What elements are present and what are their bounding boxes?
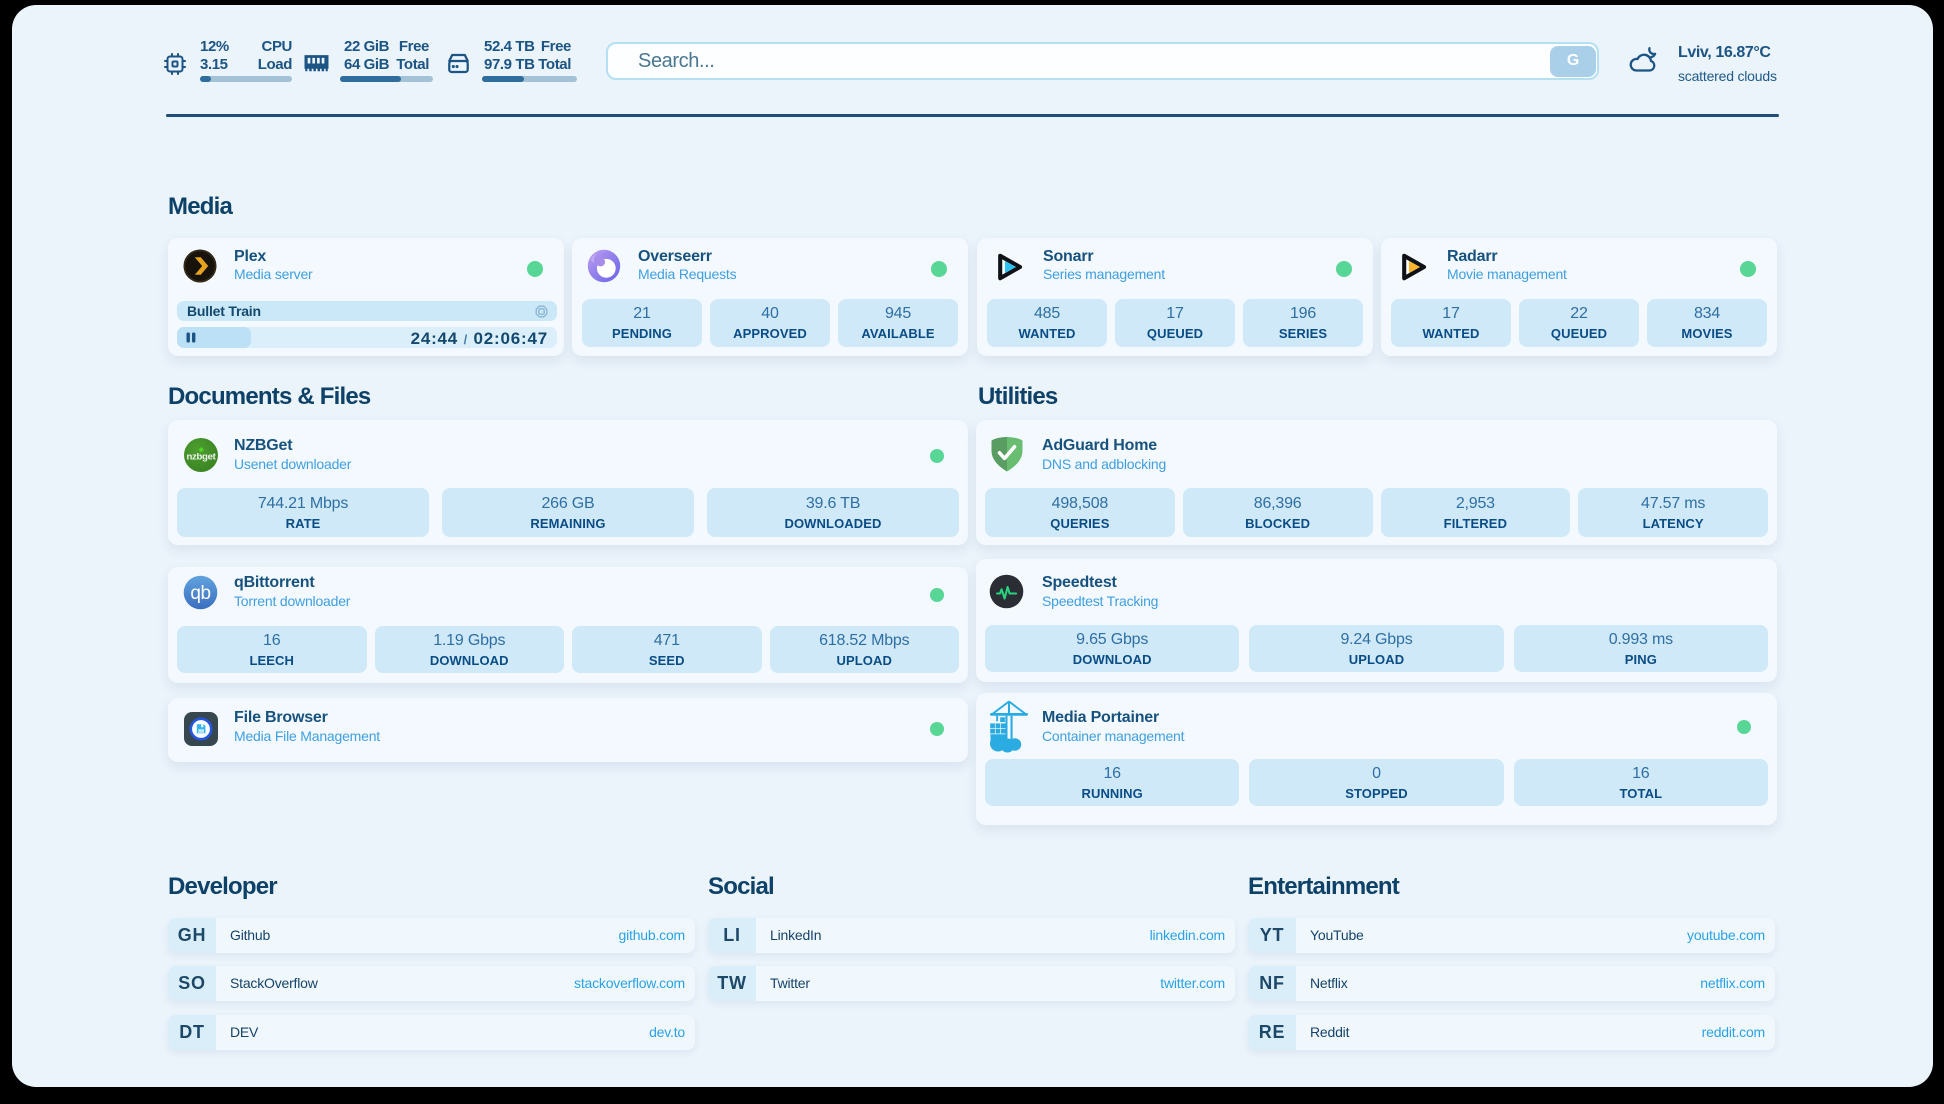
svg-text:nzbget: nzbget [186, 452, 216, 463]
svg-text:qb: qb [190, 583, 210, 604]
